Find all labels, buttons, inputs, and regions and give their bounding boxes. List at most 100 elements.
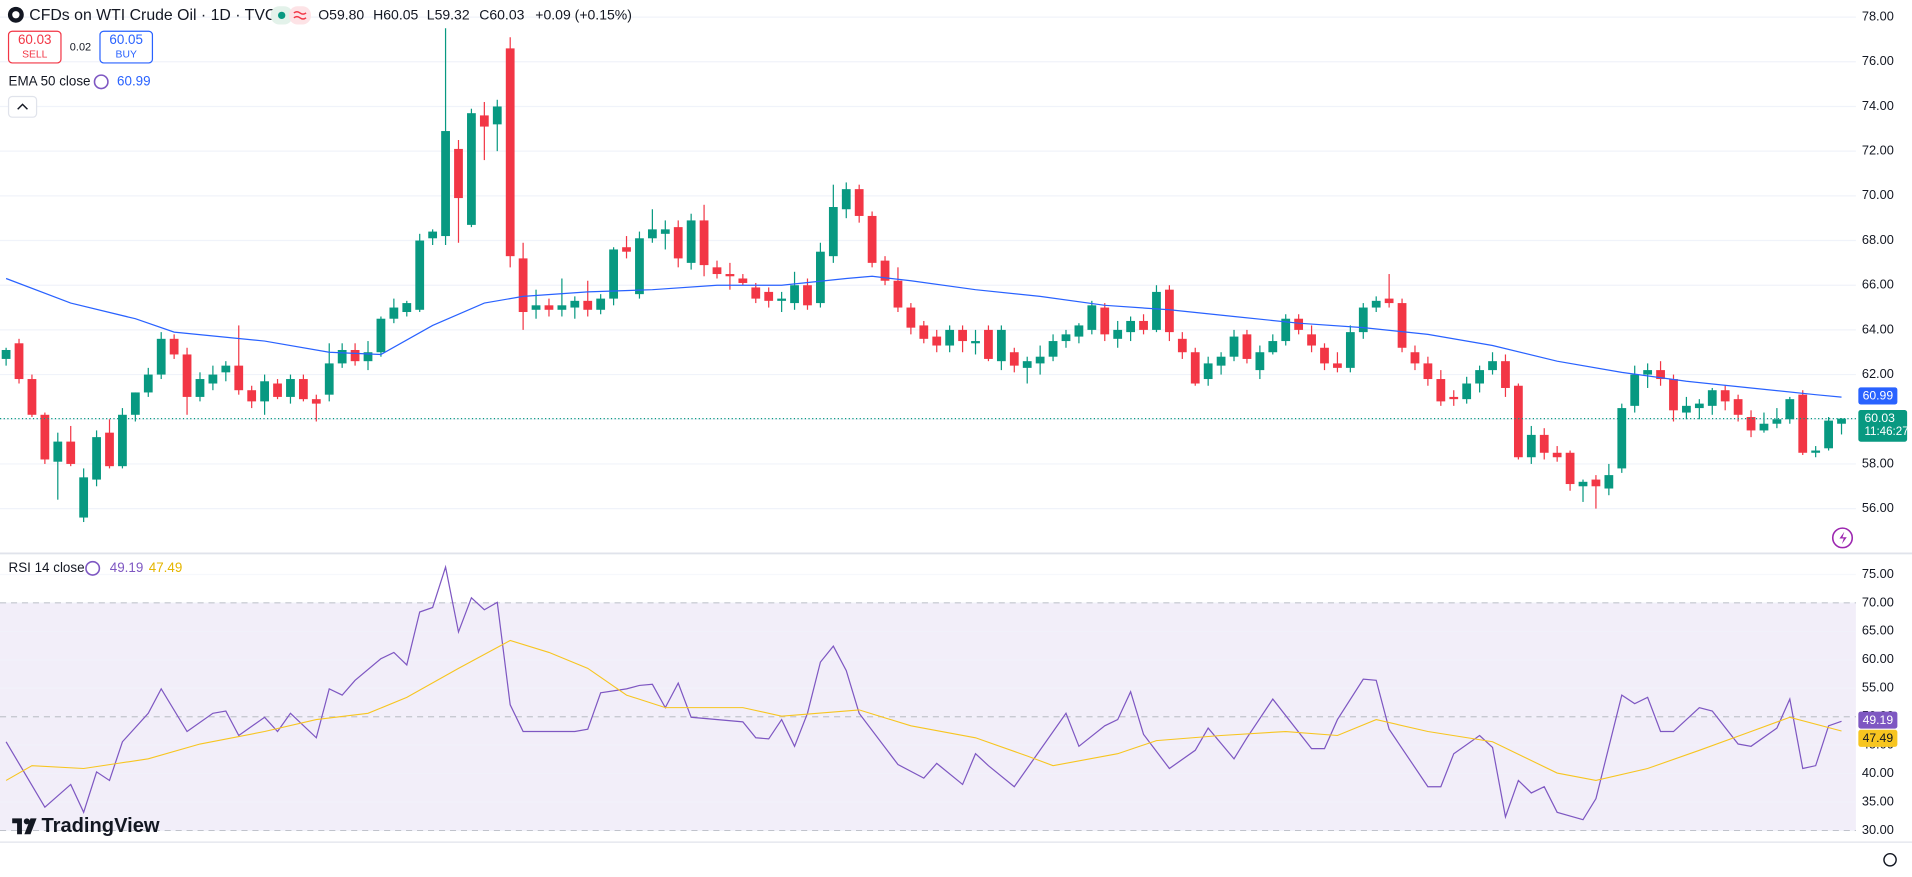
candle-body [777,298,787,301]
collapse-button[interactable] [7,95,38,118]
candle-body [854,189,864,216]
candle-body [1604,475,1614,489]
candle-body [1733,399,1743,415]
alert-icon[interactable] [1831,527,1854,549]
y-tick-label: 40.00 [1862,765,1894,780]
y-tick-label: 68.00 [1862,232,1894,247]
price-badge-label: 47.49 [1863,731,1894,745]
candle-body [1475,370,1484,384]
candle-body [1694,403,1704,409]
sell-button[interactable] [7,30,62,64]
candle-body [40,414,50,460]
candle-body [479,115,489,127]
indicator-line [5,639,1842,782]
candle-body [247,390,257,402]
candle-body [195,379,205,397]
candle-body [751,287,761,299]
candle-body [906,307,916,328]
candle-body [286,379,295,397]
logo-text[interactable]: TradingView [41,815,159,837]
candle-body [596,298,606,310]
candle-body [311,399,321,404]
countdown-label: 11:46:27 [1864,426,1908,438]
candle-body [1113,329,1123,339]
candle-body [1384,298,1394,304]
candle-body [92,437,101,480]
candle-body [622,247,631,252]
candle-body [1126,320,1136,333]
y-tick-label: 70.00 [1862,187,1894,202]
logo-dot [23,818,30,825]
candle-body [790,285,799,304]
rsi-legend-name[interactable]: RSI 14 close [9,560,85,575]
candle-body [531,305,541,310]
candle-body [1358,307,1368,333]
rsi-ma-legend-value: 47.49 [149,560,183,575]
candle-body [1772,419,1782,424]
price-badge-label: 49.19 [1863,713,1894,727]
symbol-title[interactable]: CFDs on WTI Crude Oil · 1D · TVC [29,7,276,24]
candle-body [712,267,722,275]
settings-icon[interactable] [1883,852,1897,867]
candle-body [958,329,967,342]
candle-body [1436,379,1446,402]
y-tick-label: 56.00 [1862,500,1894,515]
data-status[interactable] [288,6,311,25]
candle-body [1746,417,1756,431]
candle-body [1462,383,1472,400]
ohlc-change: +0.09 (+0.15%) [535,7,632,23]
candle-body [932,336,942,346]
candle-body [1294,318,1304,330]
candle-body [1048,341,1058,357]
candle-body [1513,385,1523,458]
time-axis-border [0,841,1912,843]
candle-body [984,329,993,359]
price-badge [1858,729,1898,747]
candle-body [1333,363,1342,368]
y-tick-label: 30.00 [1862,822,1894,837]
y-tick-label: 58.00 [1862,455,1894,470]
candle-body [1824,420,1833,449]
grid [0,16,1856,832]
candle-body [1591,479,1601,487]
spread: 0.02 [70,42,91,54]
rsi-loading-icon [85,560,101,576]
ema-legend-value: 60.99 [117,73,151,88]
candle-body [492,106,502,125]
candle-body [1165,289,1174,333]
y-tick-label: 35.00 [1862,793,1894,808]
ema-loading-icon [93,74,109,90]
candle-body [764,291,774,301]
candle-body [1759,423,1769,431]
candle-body [583,300,593,310]
indicator-line [5,275,1842,398]
buy-button[interactable] [99,30,154,64]
candle-body [1707,390,1717,406]
candle-body [1565,452,1575,485]
symbol-icon-inner [12,11,20,19]
candle-body [1061,334,1071,342]
ema-legend-name[interactable]: EMA 50 close [9,73,91,88]
ohlc-high: H60.05 [373,7,418,23]
y-tick-label: 70.00 [1862,594,1894,609]
candle-body [130,392,140,415]
candle-body [1837,418,1846,424]
y-tick-label: 64.00 [1862,321,1894,336]
candle-body [1268,341,1278,353]
candle-body [996,329,1006,362]
candle-body [1643,370,1653,375]
candle-body [609,249,618,299]
plot [0,28,1856,821]
candle-body [557,305,567,310]
rsi-legend-value: 49.19 [110,560,144,575]
candle-body [79,477,89,518]
candle-body [1100,307,1110,335]
candle-body [273,383,282,397]
candle-body [27,379,37,415]
candle-body [324,363,334,395]
candle-body [1423,363,1433,380]
candle-body [454,148,463,199]
collapse-icon [17,103,28,110]
